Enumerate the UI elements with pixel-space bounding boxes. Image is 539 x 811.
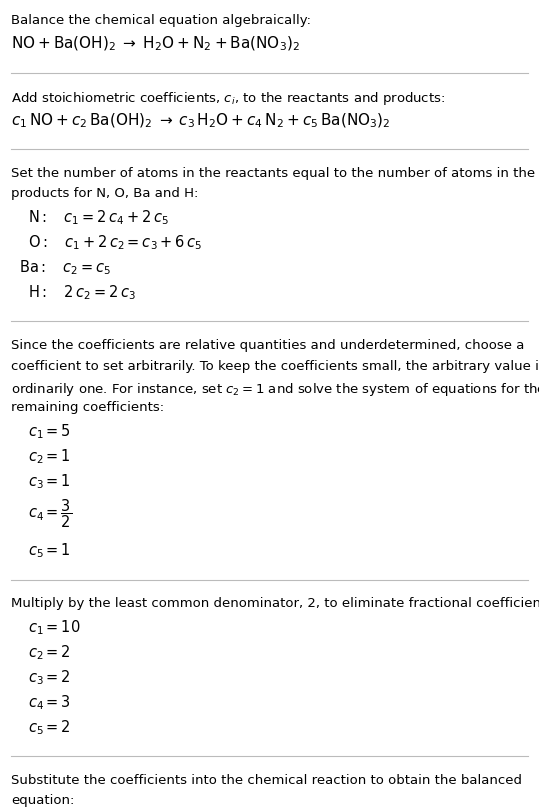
Text: $\mathrm{N{:}}\quad c_1 = 2\,c_4 + 2\,c_5$: $\mathrm{N{:}}\quad c_1 = 2\,c_4 + 2\,c_… <box>28 208 169 227</box>
Text: $c_2 = 1$: $c_2 = 1$ <box>28 447 71 466</box>
Text: Add stoichiometric coefficients, $c_i$, to the reactants and products:: Add stoichiometric coefficients, $c_i$, … <box>11 90 445 107</box>
Text: $c_2 = 2$: $c_2 = 2$ <box>28 642 71 661</box>
Text: $\mathrm{O{:}}\quad c_1 + 2\,c_2 = c_3 + 6\,c_5$: $\mathrm{O{:}}\quad c_1 + 2\,c_2 = c_3 +… <box>28 233 202 251</box>
Text: $\mathrm{Ba{:}}\quad c_2 = c_5$: $\mathrm{Ba{:}}\quad c_2 = c_5$ <box>19 258 112 277</box>
Text: remaining coefficients:: remaining coefficients: <box>11 401 164 414</box>
Text: $c_5 = 1$: $c_5 = 1$ <box>28 541 71 560</box>
Text: $c_3 = 2$: $c_3 = 2$ <box>28 667 71 686</box>
Text: $\mathrm{H{:}}\quad 2\,c_2 = 2\,c_3$: $\mathrm{H{:}}\quad 2\,c_2 = 2\,c_3$ <box>28 283 136 302</box>
Text: $c_3 = 1$: $c_3 = 1$ <box>28 472 71 491</box>
Text: coefficient to set arbitrarily. To keep the coefficients small, the arbitrary va: coefficient to set arbitrarily. To keep … <box>11 359 539 372</box>
Text: $c_5 = 2$: $c_5 = 2$ <box>28 717 71 736</box>
Text: products for N, O, Ba and H:: products for N, O, Ba and H: <box>11 187 198 200</box>
Text: Balance the chemical equation algebraically:: Balance the chemical equation algebraica… <box>11 14 311 27</box>
Text: ordinarily one. For instance, set $c_2 = 1$ and solve the system of equations fo: ordinarily one. For instance, set $c_2 =… <box>11 380 539 397</box>
Text: $c_4 = \dfrac{3}{2}$: $c_4 = \dfrac{3}{2}$ <box>28 496 72 529</box>
Text: $c_1 = 10$: $c_1 = 10$ <box>28 617 80 636</box>
Text: $c_1\,\mathrm{NO} + c_2\,\mathrm{Ba(OH)_2} \;\rightarrow\; c_3\,\mathrm{H_2O} + : $c_1\,\mathrm{NO} + c_2\,\mathrm{Ba(OH)_… <box>11 111 391 129</box>
Text: Multiply by the least common denominator, 2, to eliminate fractional coefficient: Multiply by the least common denominator… <box>11 596 539 610</box>
Text: equation:: equation: <box>11 793 74 806</box>
Text: Substitute the coefficients into the chemical reaction to obtain the balanced: Substitute the coefficients into the che… <box>11 773 522 786</box>
Text: $c_4 = 3$: $c_4 = 3$ <box>28 693 71 711</box>
Text: $\mathrm{NO + Ba(OH)_2 \;\rightarrow\; H_2O + N_2 + Ba(NO_3)_2}$: $\mathrm{NO + Ba(OH)_2 \;\rightarrow\; H… <box>11 35 300 53</box>
Text: Since the coefficients are relative quantities and underdetermined, choose a: Since the coefficients are relative quan… <box>11 338 524 351</box>
Text: Set the number of atoms in the reactants equal to the number of atoms in the: Set the number of atoms in the reactants… <box>11 166 535 179</box>
Text: $c_1 = 5$: $c_1 = 5$ <box>28 422 71 440</box>
